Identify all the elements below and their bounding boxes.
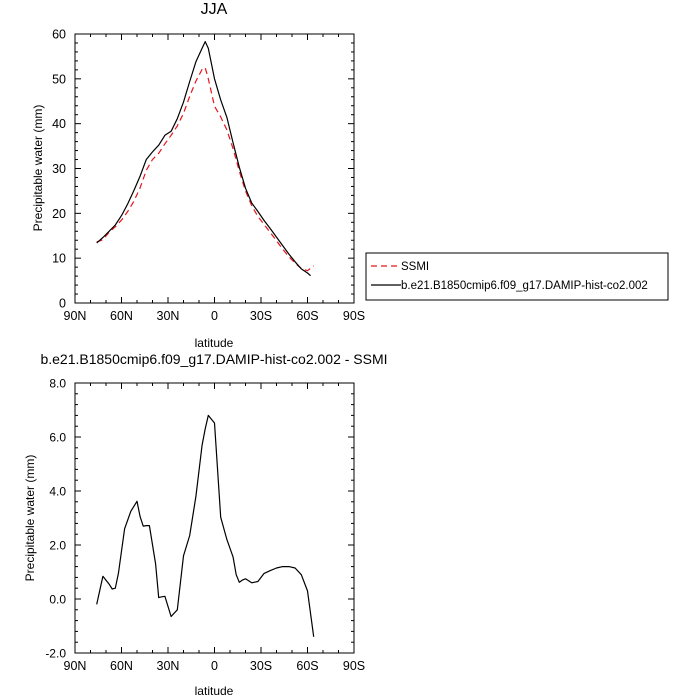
legend-label-model: b.e21.B1850cmip6.f09_g17.DAMIP-hist-co2.… xyxy=(401,280,648,292)
bottom-x-ticks: 90N 60N 30N 0 30S 60S 90S xyxy=(64,383,365,673)
bottom-y-ticks: -2.0 0.0 2.0 4.0 6.0 8.0 xyxy=(45,377,354,661)
legend-label-ssmi: SSMI xyxy=(401,261,429,273)
bottom-y-tick-label: 8.0 xyxy=(49,377,66,391)
legend-box xyxy=(365,252,669,301)
top-y-axis-label: Precipitable water (mm) xyxy=(31,105,45,232)
top-y-tick-label: 0 xyxy=(59,297,66,311)
top-y-ticks: 0 10 20 30 40 50 60 xyxy=(52,28,354,311)
bottom-series-group xyxy=(96,414,315,637)
top-model-series-line xyxy=(96,40,311,277)
bottom-x-tick-label: 30N xyxy=(157,659,180,673)
bottom-chart-title: b.e21.B1850cmip6.f09_g17.DAMIP-hist-co2.… xyxy=(40,351,387,367)
bottom-x-tick-label: 90N xyxy=(64,659,87,673)
top-y-tick-label: 20 xyxy=(52,207,66,221)
top-y-tick-label: 10 xyxy=(52,252,66,266)
bottom-difference-series-line xyxy=(96,414,315,637)
bottom-y-tick-label: 4.0 xyxy=(49,485,66,499)
bottom-x-tick-label: 60N xyxy=(110,659,133,673)
top-x-tick-label: 30S xyxy=(250,309,272,323)
bottom-x-tick-label: 0 xyxy=(211,659,218,673)
top-x-axis-label: latitude xyxy=(195,336,234,350)
top-x-tick-label: 90S xyxy=(343,309,365,323)
top-y-tick-label: 60 xyxy=(52,28,66,42)
bottom-y-tick-label: 2.0 xyxy=(49,539,66,553)
bottom-x-axis-label: latitude xyxy=(195,684,234,698)
bottom-x-tick-label: 30S xyxy=(250,659,272,673)
top-x-tick-label: 60S xyxy=(296,309,318,323)
top-y-tick-label: 40 xyxy=(52,117,66,131)
top-x-ticks: 90N 60N 30N 0 30S 60S 90S xyxy=(64,34,365,323)
top-x-tick-label: 30N xyxy=(157,309,180,323)
top-series-group xyxy=(96,40,315,277)
bottom-y-tick-label: 0.0 xyxy=(49,593,66,607)
bottom-y-tick-label: -2.0 xyxy=(45,647,66,661)
top-x-tick-label: 60N xyxy=(110,309,133,323)
bottom-x-tick-label: 90S xyxy=(343,659,365,673)
bottom-y-tick-label: 6.0 xyxy=(49,431,66,445)
bottom-chart: b.e21.B1850cmip6.f09_g17.DAMIP-hist-co2.… xyxy=(23,351,388,698)
bottom-x-tick-label: 60S xyxy=(296,659,318,673)
top-x-tick-label: 90N xyxy=(64,309,87,323)
bottom-y-axis-label: Precipitable water (mm) xyxy=(23,455,37,582)
legend: SSMI b.e21.B1850cmip6.f09_g17.DAMIP-hist… xyxy=(365,252,669,301)
top-ssmi-series-line xyxy=(96,66,315,272)
top-chart-title: JJA xyxy=(201,1,228,18)
top-y-tick-label: 50 xyxy=(52,72,66,86)
top-chart: JJA 0 10 20 30 40 50 60 90N 60N 30N 0 30S 60S 90S la… xyxy=(31,1,365,350)
top-x-tick-label: 0 xyxy=(211,309,218,323)
top-plot-frame xyxy=(74,33,355,304)
top-y-tick-label: 30 xyxy=(52,162,66,176)
